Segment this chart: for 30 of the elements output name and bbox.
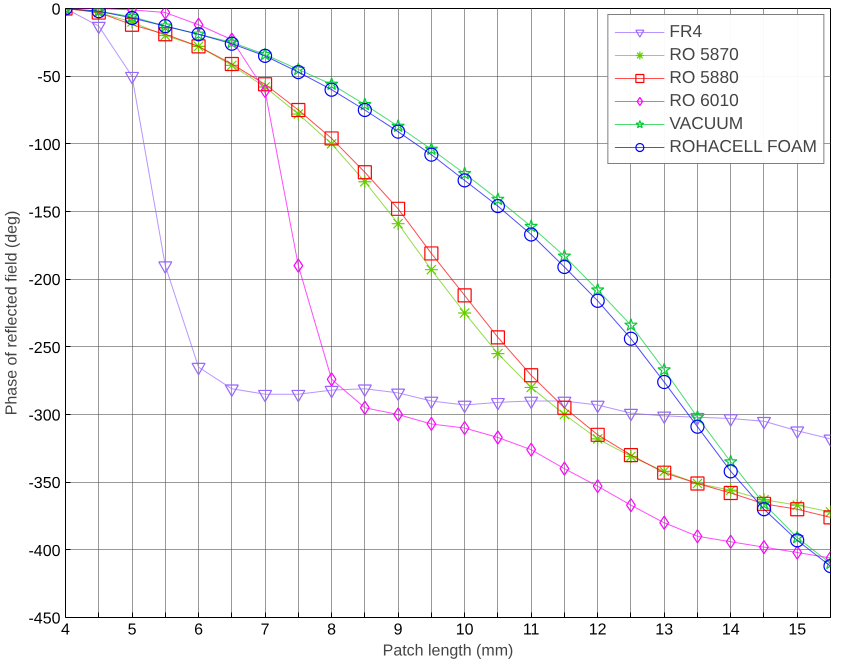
x-tick-label: 15	[788, 622, 806, 638]
x-tick-label: 14	[722, 622, 740, 638]
x-tick-label: 10	[456, 622, 474, 638]
y-tick-label: 0	[52, 2, 61, 18]
x-tick-label: 5	[128, 622, 137, 638]
y-tick-label: -300	[28, 408, 61, 424]
x-tick-label: 7	[260, 622, 270, 638]
legend-label: RO 5880	[669, 67, 739, 88]
x-tick-label: 11	[522, 622, 540, 638]
y-tick-label: -100	[28, 136, 61, 154]
x-tick-label: 12	[588, 622, 607, 638]
y-axis-title: Phase of reflected field (deg)	[3, 210, 20, 416]
y-tick-label: -150	[28, 204, 61, 222]
x-tick-label: 8	[327, 622, 336, 638]
y-tick-label: -50	[37, 69, 61, 86]
x-tick-label: 4	[61, 622, 70, 638]
x-axis-title: Patch length (mm)	[382, 642, 514, 660]
legend-label: RO 6010	[669, 90, 739, 111]
y-tick-label: -400	[28, 542, 61, 560]
y-tick-label: -200	[28, 272, 61, 290]
x-tick-label: 13	[655, 622, 674, 638]
legend-label: FR4	[669, 21, 702, 42]
y-tick-label: -250	[28, 340, 61, 357]
y-tick-label: -350	[28, 475, 61, 492]
legend-label: RO 5870	[669, 44, 739, 65]
legend-label: ROHACELL FOAM	[669, 136, 817, 157]
legend-label: VACUUM	[669, 113, 744, 134]
x-tick-label: 9	[394, 622, 403, 638]
y-tick-label: -450	[28, 610, 61, 628]
x-tick-label: 6	[194, 622, 204, 638]
